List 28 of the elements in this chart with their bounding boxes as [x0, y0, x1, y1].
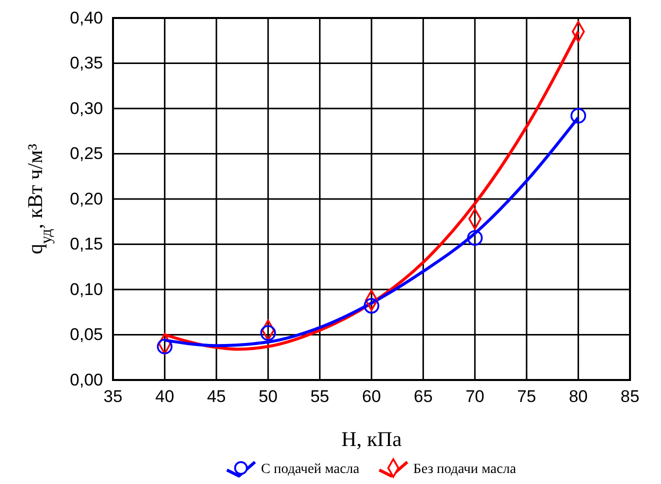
x-tick-label: 70: [465, 387, 484, 406]
y-tick-label: 0,20: [70, 189, 103, 208]
y-tick-label: 0,00: [70, 370, 103, 390]
x-tick-label: 40: [155, 387, 174, 406]
y-tick-label: 0,40: [70, 8, 103, 28]
y-tick-label: 0,15: [70, 234, 103, 254]
y-tick-label: 0,30: [70, 98, 103, 118]
point: [570, 108, 586, 124]
x-tick-label: 50: [258, 387, 278, 406]
legend-label: С подачей масла: [260, 462, 360, 477]
x-tick-label: 65: [414, 387, 433, 406]
x-tick-label: 75: [517, 387, 536, 406]
x-tick-label: 80: [568, 387, 588, 406]
point: [156, 338, 173, 354]
legend-label: Без подачи масла: [413, 462, 517, 477]
x-axis-title: H, кПа: [341, 427, 402, 451]
x-tick-label: 35: [104, 387, 122, 406]
x-tick-label: 60: [362, 387, 381, 406]
point: [260, 325, 276, 341]
y-tick-label: 0,05: [70, 325, 103, 344]
y-tick-label: 0,10: [70, 280, 103, 299]
point: [467, 230, 483, 246]
x-tick-label: 85: [620, 387, 640, 406]
point: [364, 298, 380, 314]
y-tick-label: 0,25: [70, 144, 103, 164]
x-tick-label: 45: [206, 387, 226, 406]
x-tick-label: 55: [310, 387, 330, 406]
y-tick-label: 0,35: [70, 54, 103, 73]
